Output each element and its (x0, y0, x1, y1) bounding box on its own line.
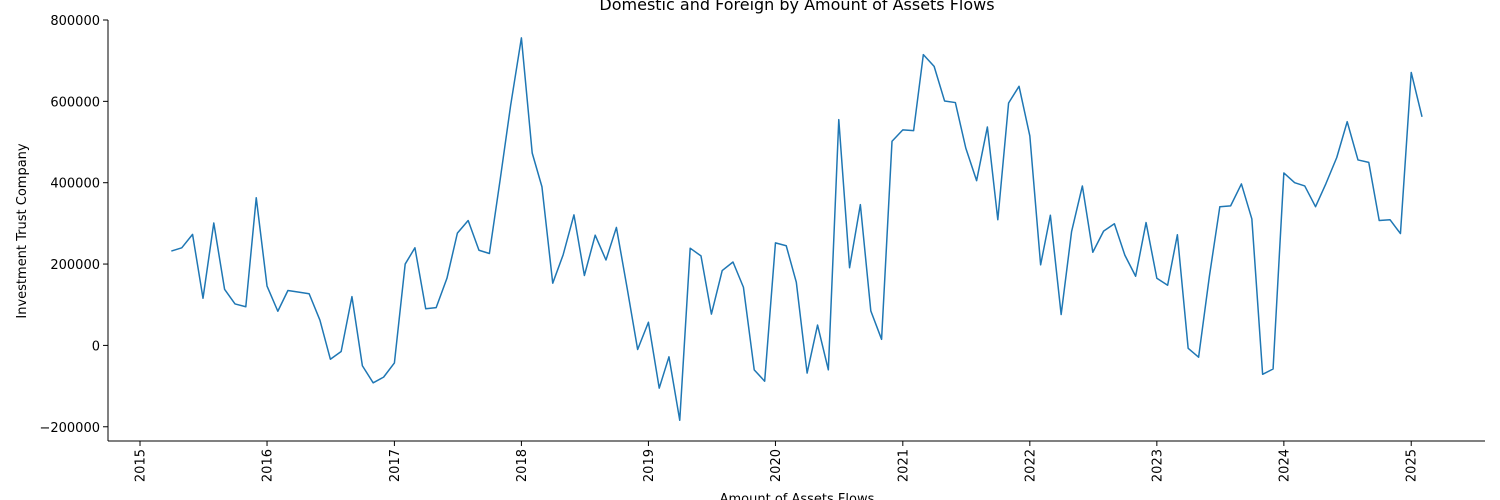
chart-title: Domestic and Foreign by Amount of Assets… (599, 0, 994, 14)
x-tick-label: 2025 (1405, 449, 1420, 482)
y-axis-title: Investment Trust Company (15, 143, 30, 319)
x-tick-label: 2021 (896, 449, 911, 482)
y-tick-label: −200000 (39, 421, 100, 436)
x-tick-label: 2020 (769, 449, 784, 482)
x-tick-label: 2023 (1150, 449, 1165, 482)
plot-area (171, 37, 1423, 422)
x-tick-label: 2019 (642, 449, 657, 482)
x-axis-ticks: 2015 2016 2017 2018 2019 2020 2021 2022 2023 2024… (134, 441, 1420, 482)
y-tick-label: 400000 (50, 177, 100, 192)
y-tick-label: 200000 (50, 258, 100, 273)
y-tick-label: 800000 (50, 14, 100, 29)
x-tick-label: 2024 (1277, 449, 1292, 482)
y-tick-label: 0 (92, 339, 100, 354)
x-tick-label: 2018 (515, 449, 530, 482)
x-axis-title: Amount of Assets Flows (720, 492, 875, 500)
x-tick-label: 2022 (1023, 449, 1038, 482)
series-line (171, 37, 1423, 422)
x-tick-label: 2016 (261, 449, 276, 482)
y-axis-ticks: −200000 0 200000 400000 600000 800000 (39, 14, 108, 436)
x-tick-label: 2015 (134, 449, 149, 482)
y-tick-label: 600000 (50, 95, 100, 110)
x-tick-label: 2017 (388, 449, 403, 482)
